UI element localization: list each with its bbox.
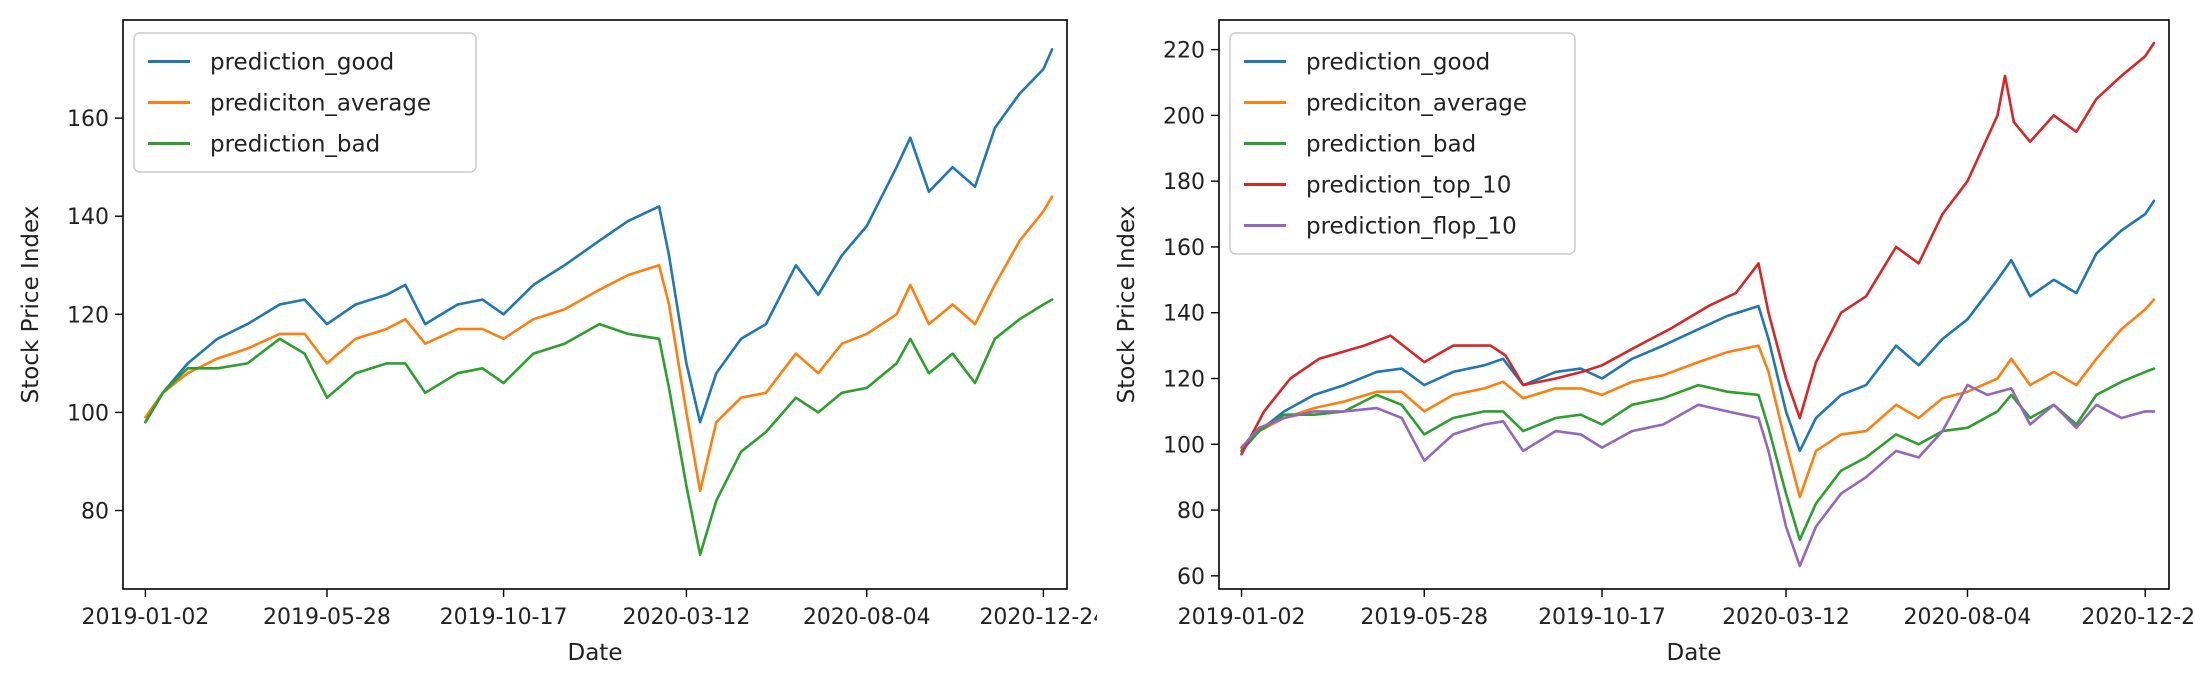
x-tick-label: 2019-01-02 (1178, 605, 1306, 630)
x-axis-label: Date (568, 640, 623, 666)
x-tick-label: 2019-10-17 (440, 605, 568, 630)
y-axis-label: Stock Price Index (1114, 206, 1140, 404)
x-tick-label: 2020-03-12 (622, 605, 750, 630)
y-tick-label: 200 (1163, 104, 1205, 129)
x-tick-label: 2020-03-12 (1722, 605, 1850, 630)
legend-label: prediction_bad (1306, 132, 1476, 158)
y-tick-label: 60 (1177, 565, 1205, 590)
legend-label: prediciton_average (1306, 91, 1527, 117)
y-tick-label: 100 (1163, 433, 1205, 458)
y-tick-label: 80 (1177, 499, 1205, 524)
x-axis-label: Date (1667, 640, 1722, 666)
y-tick-label: 140 (67, 205, 109, 230)
y-tick-label: 160 (1163, 236, 1205, 261)
x-tick-label: 2019-05-28 (1360, 605, 1488, 630)
plot-frame (122, 19, 1068, 590)
legend-label: prediciton_average (210, 91, 431, 117)
y-tick-label: 220 (1163, 39, 1205, 64)
y-tick-label: 120 (1163, 368, 1205, 393)
chart-left: 2019-01-02 2019-05-28 2019-10-17 2020-03-12… (18, 19, 1097, 666)
x-tick-label: 2019-05-28 (263, 605, 391, 630)
y-tick-label: 180 (1163, 170, 1205, 195)
x-tick-label: 2020-08-04 (803, 605, 931, 630)
legend-box (1229, 32, 1576, 255)
legend-box (133, 32, 477, 173)
x-tick-label: 2019-10-17 (1538, 605, 1666, 630)
x-tick-label: 2020-12-24 (2081, 605, 2194, 630)
series-line-prediction-good (1240, 199, 2156, 453)
legend-label: prediction_bad (210, 132, 380, 158)
chart-right: 2019-01-02 2019-05-28 2019-10-17 2020-03-12… (1114, 19, 2194, 666)
series-line-prediction-bad (144, 298, 1054, 557)
legend: prediction_good prediciton_averagepredict… (1229, 32, 1576, 255)
series-line-prediciton-average (1240, 298, 2156, 499)
legend-label: prediction_flop_10 (1306, 214, 1517, 240)
legend: prediction_good prediciton_averagepredict… (133, 32, 477, 173)
y-tick-label: 120 (67, 303, 109, 328)
plot-frame (1218, 19, 2170, 590)
y-tick-label: 80 (81, 500, 109, 525)
series-line-prediction-flop-10 (1240, 383, 2156, 568)
legend-label: prediction_top_10 (1306, 173, 1511, 199)
legend-label: prediction_good (1306, 50, 1490, 76)
x-tick-label: 2019-01-02 (81, 605, 209, 630)
series-line-prediction-good (144, 48, 1054, 424)
x-tick-label: 2020-12-24 (979, 605, 1097, 630)
legend-label: prediction_good (210, 50, 394, 76)
y-tick-label: 100 (67, 401, 109, 426)
x-tick-label: 2020-08-04 (1904, 605, 2032, 630)
y-tick-label: 140 (1163, 302, 1205, 327)
y-axis-label: Stock Price Index (18, 206, 44, 404)
series-line-prediction-bad (1240, 367, 2156, 542)
series-line-prediciton-average (144, 195, 1054, 493)
series-line-prediction-top-10 (1240, 41, 2156, 456)
y-tick-label: 160 (67, 107, 109, 132)
